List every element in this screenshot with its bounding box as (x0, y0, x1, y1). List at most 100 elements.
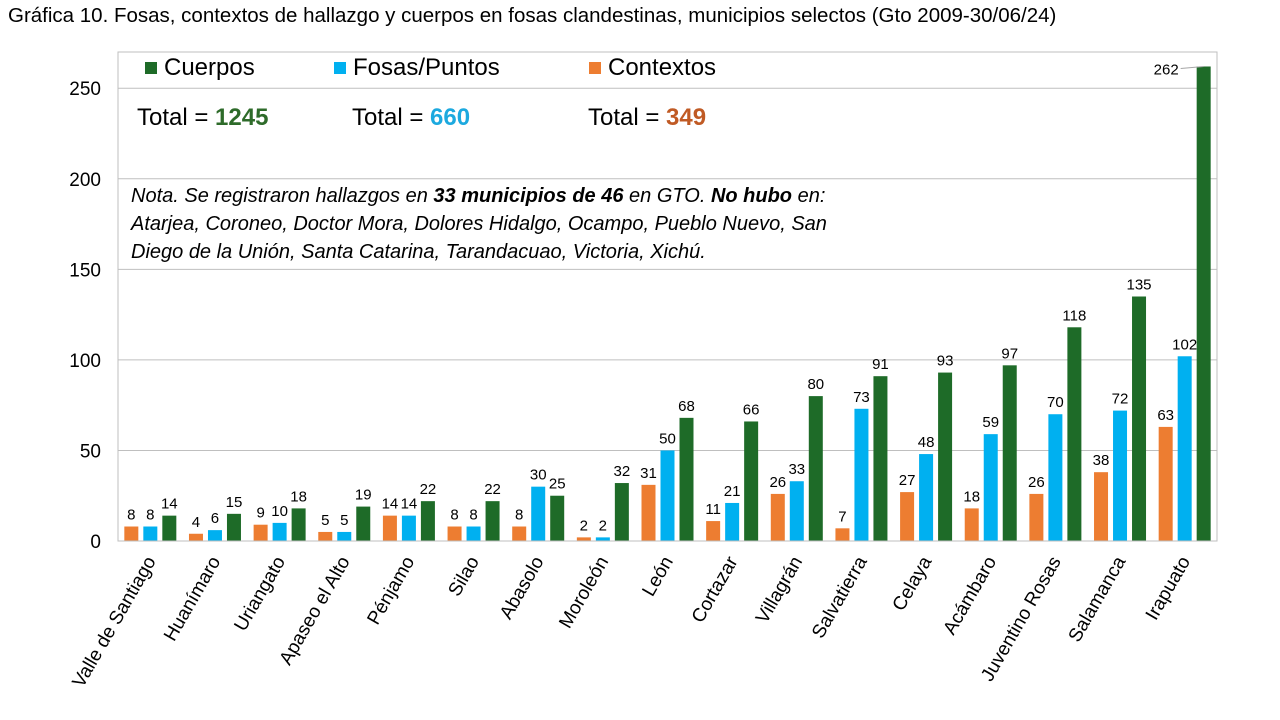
data-label: 11 (705, 501, 721, 518)
x-tick-label: Celaya (889, 553, 937, 615)
data-label: 8 (127, 507, 135, 524)
legend-label-fosas: Fosas/Puntos (353, 54, 500, 81)
x-axis-ticks: Valle de Santiago Huanímaro UriangatoApase… (69, 552, 1195, 691)
data-label: 27 (899, 472, 916, 489)
x-tick-label: Huanímaro (160, 553, 225, 645)
data-label: 22 (484, 481, 501, 498)
bar-contextos (512, 526, 527, 541)
x-tick-label: Cortazar (688, 552, 743, 626)
x-tick-label: Valle de Santiago (69, 553, 161, 691)
legend-item-fosas: Fosas/Puntos (334, 53, 500, 83)
legend-label-contextos: Contextos (608, 54, 717, 81)
bar-fosaspuntos (983, 434, 998, 541)
bar-cuerpos (1002, 365, 1017, 541)
note-bold-1: 33 municipios de 46 (433, 185, 624, 207)
y-tick-label: 250 (69, 79, 101, 100)
data-label: 63 (1157, 407, 1174, 424)
bar-cuerpos (679, 417, 694, 541)
bar-fosaspuntos (337, 531, 352, 541)
data-label: 30 (530, 467, 547, 484)
bar-cuerpos (744, 421, 759, 541)
data-label: 2 (580, 517, 588, 534)
bar-cuerpos (938, 372, 953, 541)
bar-contextos (318, 531, 333, 541)
data-label: 7 (838, 508, 846, 525)
data-label: 18 (963, 488, 980, 505)
data-label: 38 (1093, 452, 1110, 469)
bar-cuerpos (356, 506, 371, 541)
data-label: 50 (659, 430, 676, 447)
x-tick-label: Apaseo el Alto (276, 553, 355, 669)
bar-contextos (1158, 426, 1173, 541)
bars (124, 66, 1211, 541)
data-label: 73 (853, 389, 870, 406)
data-label: 97 (1001, 345, 1018, 362)
bar-contextos (576, 537, 591, 541)
y-axis-ticks: 0 50 100 150 200 250 (69, 79, 101, 553)
note-text-1: Nota. Se registraron hallazgos en (131, 185, 434, 207)
bar-fosaspuntos (143, 526, 158, 541)
bar-fosaspuntos (919, 454, 934, 541)
data-label: 102 (1172, 336, 1197, 353)
y-tick-label: 50 (80, 441, 101, 462)
bar-fosaspuntos (660, 450, 675, 541)
bar-cuerpos (1132, 296, 1147, 541)
bar-fosaspuntos (272, 522, 287, 541)
data-label: 5 (321, 512, 329, 529)
data-label: 59 (982, 414, 999, 431)
legend-swatch-fosas (334, 62, 346, 74)
bar-fosaspuntos (207, 530, 222, 541)
data-label: 21 (724, 483, 741, 500)
bar-contextos (253, 524, 268, 541)
data-label: 262 (1154, 61, 1179, 78)
x-tick-label: Moroleón (555, 553, 613, 632)
data-label: 72 (1112, 391, 1129, 408)
bar-contextos (641, 484, 656, 541)
plot-area-border (117, 51, 1218, 542)
data-label: 31 (640, 465, 657, 482)
note-text-3: en: Atarjea, Coroneo, Doctor Mora, Dolor… (131, 185, 827, 263)
data-label: 2 (599, 517, 607, 534)
bar-cuerpos (550, 495, 565, 541)
bar-cuerpos (1196, 66, 1211, 541)
data-label: 22 (420, 481, 437, 498)
total-value-fosas: 660 (430, 104, 471, 131)
bar-fosaspuntos (1048, 414, 1063, 541)
total-contextos: Total = 349 (588, 104, 706, 132)
note-text-2: en GTO. (623, 185, 711, 207)
data-label: 14 (382, 496, 399, 513)
data-label: 8 (515, 507, 523, 524)
data-label: 135 (1127, 277, 1152, 294)
bar-cuerpos (162, 515, 177, 541)
bar-fosaspuntos (466, 526, 481, 541)
bar-fosaspuntos (401, 515, 416, 541)
legend-swatch-cuerpos (145, 62, 157, 74)
bar-contextos (835, 528, 850, 541)
x-tick-label: Abasolo (496, 553, 549, 623)
y-tick-label: 200 (69, 170, 101, 191)
x-tick-label: Silao (445, 553, 484, 600)
data-label: 4 (192, 514, 200, 531)
x-tick-label: León (639, 553, 678, 600)
bar-contextos (1029, 493, 1044, 541)
data-label: 26 (769, 474, 786, 491)
bar-fosaspuntos (725, 502, 740, 541)
data-label: 32 (614, 463, 631, 480)
legend-label-cuerpos: Cuerpos (164, 54, 255, 81)
total-fosas: Total = 660 (352, 104, 470, 132)
x-tick-label: Salvatierra (808, 553, 872, 643)
data-label: 70 (1047, 394, 1064, 411)
bar-fosaspuntos (789, 481, 804, 541)
bar-contextos (706, 521, 721, 541)
x-tick-label: Pénjamo (364, 553, 420, 628)
legend-item-cuerpos: Cuerpos (145, 53, 255, 83)
bar-cuerpos (226, 513, 241, 541)
data-label: 26 (1028, 474, 1045, 491)
data-label: 66 (743, 401, 760, 418)
x-tick-label: Salamanca (1065, 553, 1131, 646)
data-label: 25 (549, 476, 566, 493)
bar-cuerpos (873, 376, 888, 541)
y-tick-label: 0 (90, 532, 101, 553)
legend-swatch-contextos (589, 62, 601, 74)
bar-contextos (447, 526, 462, 541)
